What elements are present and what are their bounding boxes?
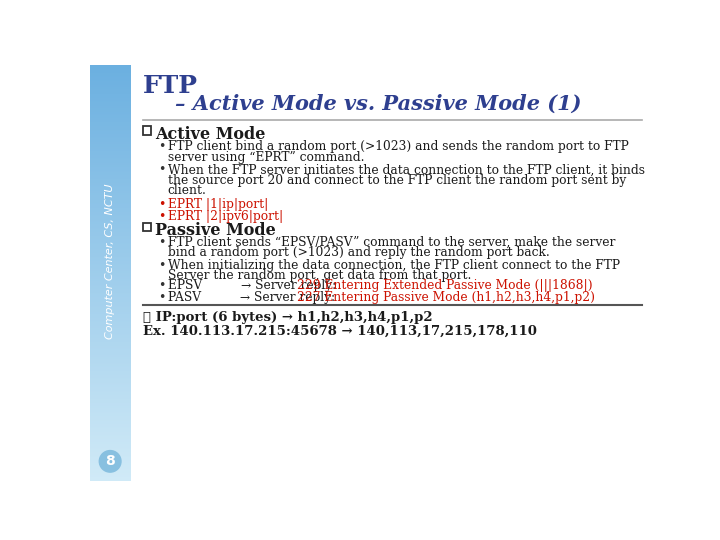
- Text: EPSV          → Server reply:: EPSV → Server reply:: [168, 279, 340, 292]
- Text: bind a random port (>1023) and reply the random port back.: bind a random port (>1023) and reply the…: [168, 246, 549, 259]
- Text: •: •: [158, 259, 166, 272]
- Text: •: •: [158, 140, 166, 153]
- Text: When the FTP server initiates the data connection to the FTP client, it binds: When the FTP server initiates the data c…: [168, 164, 644, 177]
- Text: Active Mode: Active Mode: [155, 126, 266, 143]
- Text: 227 Entering Passive Mode (h1,h2,h3,h4,p1,p2): 227 Entering Passive Mode (h1,h2,h3,h4,p…: [297, 291, 595, 304]
- Text: •: •: [158, 210, 166, 222]
- Text: •: •: [158, 198, 166, 211]
- Text: •: •: [158, 291, 166, 304]
- Text: •: •: [158, 236, 166, 249]
- Text: server using “EPRT” command.: server using “EPRT” command.: [168, 151, 364, 164]
- Text: EPRT |1|ip|port|: EPRT |1|ip|port|: [168, 198, 268, 211]
- Text: – Active Mode vs. Passive Mode (1): – Active Mode vs. Passive Mode (1): [175, 94, 582, 114]
- Text: 8: 8: [105, 454, 115, 468]
- Text: FTP client bind a random port (>1023) and sends the random port to FTP: FTP client bind a random port (>1023) an…: [168, 140, 629, 153]
- Text: Computer Center, CS, NCTU: Computer Center, CS, NCTU: [105, 184, 115, 339]
- Text: •: •: [158, 164, 166, 177]
- Bar: [143, 222, 151, 231]
- Text: EPRT |2|ipv6|port|: EPRT |2|ipv6|port|: [168, 210, 283, 222]
- Text: client.: client.: [168, 184, 207, 197]
- Text: Ex. 140.113.17.215:45678 → 140,113,17,215,178,110: Ex. 140.113.17.215:45678 → 140,113,17,21…: [143, 325, 536, 338]
- Text: •: •: [158, 279, 166, 292]
- Text: ※ IP:port (6 bytes) → h1,h2,h3,h4,p1,p2: ※ IP:port (6 bytes) → h1,h2,h3,h4,p1,p2: [143, 311, 432, 324]
- Text: FTP: FTP: [143, 74, 198, 98]
- Text: When initializing the data connection, the FTP client connect to the FTP: When initializing the data connection, t…: [168, 259, 619, 272]
- Text: the source port 20 and connect to the FTP client the random port sent by: the source port 20 and connect to the FT…: [168, 174, 626, 187]
- Text: 229 Entering Extended Passive Mode (|||1868|): 229 Entering Extended Passive Mode (|||1…: [297, 279, 593, 292]
- Text: Server the random port, get data from that port.: Server the random port, get data from th…: [168, 269, 471, 282]
- Text: PASV          → Server reply:: PASV → Server reply:: [168, 291, 338, 304]
- Bar: [143, 126, 151, 135]
- Circle shape: [99, 450, 121, 472]
- Text: FTP client sends “EPSV/PASV” command to the server, make the server: FTP client sends “EPSV/PASV” command to …: [168, 236, 615, 249]
- Text: Passive Mode: Passive Mode: [155, 222, 276, 239]
